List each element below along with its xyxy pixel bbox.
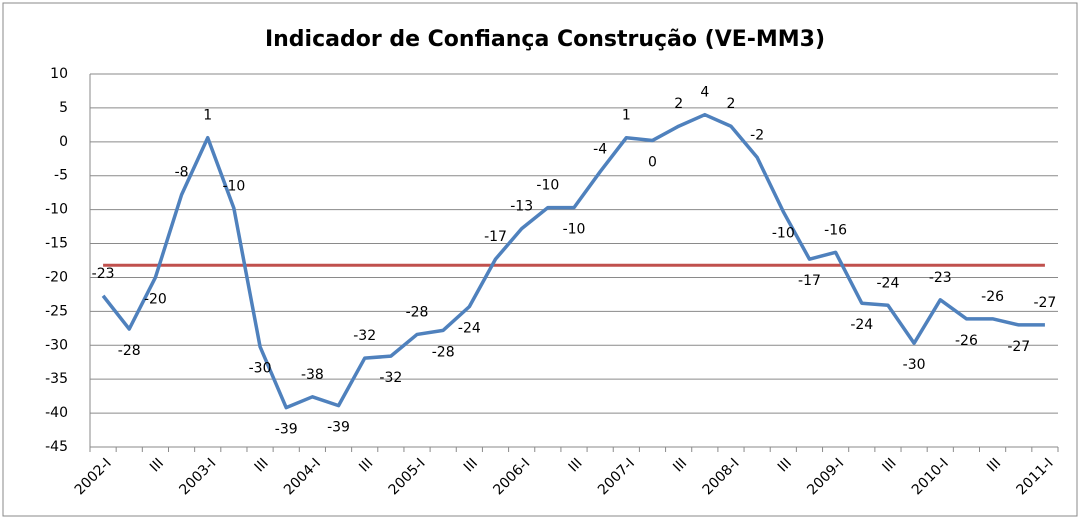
data-label: -27 <box>1007 339 1030 355</box>
data-label: 1 <box>203 108 212 124</box>
y-tick-label: -30 <box>45 337 68 353</box>
data-label: -39 <box>275 422 298 438</box>
y-tick-label: -5 <box>54 168 68 184</box>
y-tick-label: -15 <box>45 236 68 252</box>
data-label: -39 <box>327 420 350 436</box>
data-label: 1 <box>622 108 631 124</box>
y-tick-label: 0 <box>59 134 68 150</box>
data-label: -32 <box>353 328 376 344</box>
data-label: -28 <box>432 344 455 360</box>
data-label: -27 <box>1033 295 1056 311</box>
data-label: -26 <box>981 289 1004 305</box>
data-label: -13 <box>510 199 533 215</box>
y-tick-label: -35 <box>45 371 68 387</box>
data-label: -24 <box>458 321 481 337</box>
data-label: 2 <box>727 96 736 112</box>
chart-title: Indicador de Confiança Construção (VE-MM… <box>265 27 825 52</box>
data-label: -23 <box>92 266 115 282</box>
data-label: -10 <box>222 178 245 194</box>
data-label: -17 <box>484 229 507 245</box>
data-label: -10 <box>772 226 795 242</box>
data-label: 0 <box>648 154 657 170</box>
data-label: -23 <box>929 270 952 286</box>
data-label: -10 <box>563 222 586 238</box>
data-label: -10 <box>536 178 559 194</box>
data-label: -4 <box>593 142 607 158</box>
data-label: -2 <box>750 127 764 143</box>
data-label: 4 <box>700 85 709 101</box>
y-tick-label: -10 <box>45 202 68 218</box>
data-label: -17 <box>798 273 821 289</box>
data-label: -26 <box>955 333 978 349</box>
data-label: -24 <box>850 317 873 333</box>
data-label: -8 <box>175 165 189 181</box>
y-tick-label: -25 <box>45 303 68 319</box>
y-tick-label: -40 <box>45 405 68 421</box>
data-label: -30 <box>249 361 272 377</box>
data-label: -38 <box>301 367 324 383</box>
data-label: -30 <box>903 357 926 373</box>
y-tick-label: 5 <box>59 100 68 116</box>
data-label: -28 <box>118 343 141 359</box>
y-tick-label: 10 <box>50 66 68 82</box>
data-label: -24 <box>877 275 900 291</box>
data-label: -20 <box>144 291 167 307</box>
data-label: -28 <box>406 304 429 320</box>
y-tick-label: -45 <box>45 439 68 455</box>
data-line <box>101 112 1045 410</box>
y-tick-label: -20 <box>45 269 68 285</box>
data-label: -16 <box>824 222 847 238</box>
data-label: -32 <box>379 370 402 386</box>
data-label: 2 <box>674 96 683 112</box>
